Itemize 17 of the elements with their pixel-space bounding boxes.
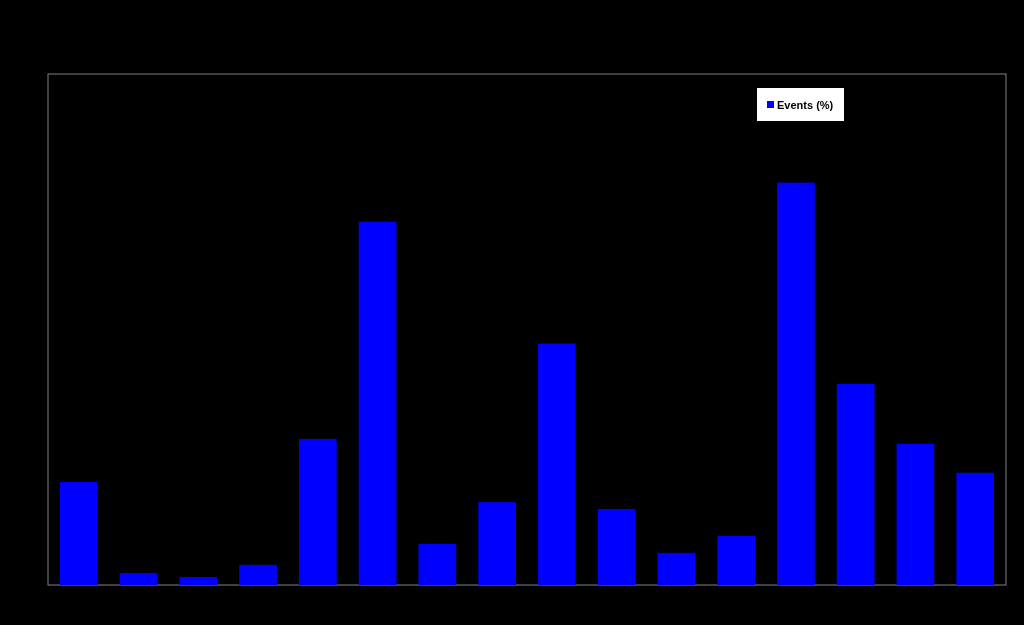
bar [717, 535, 755, 585]
bar [777, 182, 815, 585]
bar [896, 443, 935, 585]
bar [956, 472, 995, 585]
bar [358, 221, 397, 585]
bar [836, 383, 875, 585]
bar [59, 482, 98, 585]
bar [299, 438, 337, 585]
bar [418, 543, 457, 585]
bar [119, 572, 158, 585]
bar [179, 576, 218, 585]
bar [478, 502, 516, 585]
bar [597, 508, 636, 585]
bar [239, 564, 277, 585]
bar [657, 552, 696, 585]
legend-label: Events (%) [777, 99, 834, 111]
bar [538, 343, 576, 585]
